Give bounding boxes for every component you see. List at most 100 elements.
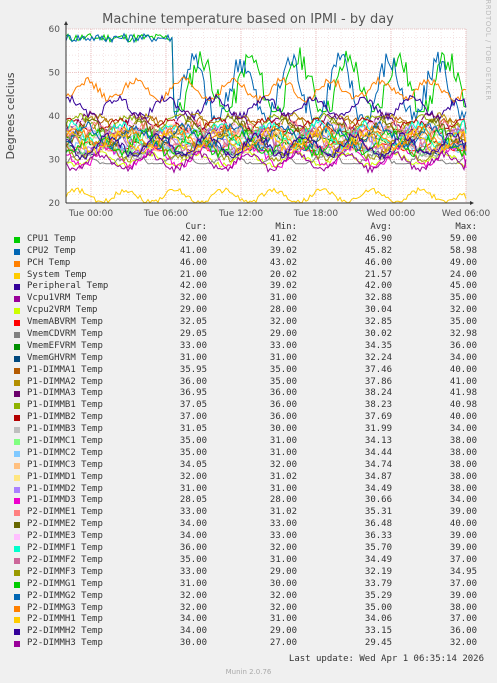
legend-max-value: 38.00 <box>449 436 477 447</box>
legend-swatch <box>14 272 20 279</box>
legend-min-value: 32.00 <box>269 459 297 470</box>
legend-cur-value: 31.00 <box>179 483 207 494</box>
legend-min-value: 29.00 <box>269 626 297 637</box>
legend-series-name: P1-DIMMC2 Temp <box>27 447 103 458</box>
series-line <box>65 127 467 160</box>
legend-min-value: 36.00 <box>269 412 297 423</box>
legend-cur-value: 28.05 <box>179 495 207 506</box>
legend-series-name: P2-DIMME1 Temp <box>27 507 103 518</box>
legend-series-name: P2-DIMME2 Temp <box>27 519 103 530</box>
legend-swatch <box>14 462 20 469</box>
legend-swatch <box>14 569 20 576</box>
legend-row: CPU1 Temp 42.00 41.02 46.90 59.00 <box>12 234 488 246</box>
legend-series-name: Vcpu2VRM Temp <box>27 305 98 316</box>
legend-max-value: 36.00 <box>449 340 477 351</box>
legend-avg-value: 35.00 <box>364 602 392 613</box>
legend-avg-value: 34.35 <box>364 340 392 351</box>
legend-avg-value: 29.45 <box>364 638 392 649</box>
legend-swatch <box>14 617 20 624</box>
legend-series-name: P2-DIMMG1 Temp <box>27 578 103 589</box>
legend-avg-value: 34.87 <box>364 471 392 482</box>
legend-max-value: 32.98 <box>449 329 477 340</box>
legend-avg-value: 42.00 <box>364 281 392 292</box>
legend-cur-value: 37.05 <box>179 400 207 411</box>
y-tick-label: 30 <box>49 156 61 166</box>
legend-header: Cur: Min: Avg: Max: <box>12 222 488 234</box>
legend-max-value: 37.00 <box>449 554 477 565</box>
legend-min-value: 28.00 <box>269 305 297 316</box>
legend-cur-value: 36.00 <box>179 543 207 554</box>
legend-row: Vcpu1VRM Temp 32.00 31.00 32.88 35.00 <box>12 293 488 305</box>
legend-series-name: P1-DIMMB1 Temp <box>27 400 103 411</box>
series-line <box>65 75 467 104</box>
legend-min-value: 35.00 <box>269 376 297 387</box>
legend-row: VmemABVRM Temp 32.05 32.00 32.85 35.00 <box>12 317 488 329</box>
legend-cur-value: 34.05 <box>179 459 207 470</box>
legend-swatch <box>14 332 20 339</box>
legend-max-value: 34.95 <box>449 566 477 577</box>
rrdtool-credit: RRDTOOL / TOBI OETIKER <box>484 0 492 101</box>
legend-avg-value: 37.86 <box>364 376 392 387</box>
legend-row: P2-DIMMF2 Temp 35.00 31.00 34.49 37.00 <box>12 555 488 567</box>
legend-series-name: P2-DIMMG2 Temp <box>27 590 103 601</box>
y-tick-label: 20 <box>49 199 61 209</box>
legend-swatch <box>14 439 20 446</box>
legend-series-name: CPU2 Temp <box>27 245 76 256</box>
legend-swatch <box>14 379 20 386</box>
legend-row: P2-DIMMG2 Temp 32.00 32.00 35.29 39.00 <box>12 591 488 603</box>
legend-avg-value: 33.79 <box>364 578 392 589</box>
legend-max-value: 37.00 <box>449 614 477 625</box>
legend-min-value: 20.02 <box>269 269 297 280</box>
legend-min-value: 29.00 <box>269 329 297 340</box>
legend-swatch <box>14 367 20 374</box>
legend-min-value: 31.00 <box>269 614 297 625</box>
legend-swatch <box>14 557 20 564</box>
legend-min-value: 32.00 <box>269 602 297 613</box>
legend-series-name: P1-DIMMB2 Temp <box>27 412 103 423</box>
legend-cur-value: 31.00 <box>179 578 207 589</box>
legend-avg-value: 32.19 <box>364 566 392 577</box>
legend-series-name: VmemABVRM Temp <box>27 317 103 328</box>
legend-avg-value: 30.66 <box>364 495 392 506</box>
legend-cur-value: 33.00 <box>179 340 207 351</box>
legend-row: Peripheral Temp 42.00 39.02 42.00 45.00 <box>12 281 488 293</box>
legend-row: VmemEFVRM Temp 33.00 33.00 34.35 36.00 <box>12 341 488 353</box>
legend-swatch <box>14 427 20 434</box>
legend-avg-value: 35.70 <box>364 543 392 554</box>
legend-row: VmemCDVRM Temp 29.05 29.00 30.02 32.98 <box>12 329 488 341</box>
legend-cur-value: 32.05 <box>179 317 207 328</box>
legend-series-name: P1-DIMMD1 Temp <box>27 471 103 482</box>
legend-avg-value: 32.88 <box>364 293 392 304</box>
legend-series-name: P1-DIMMA3 Temp <box>27 388 103 399</box>
legend-max-value: 24.00 <box>449 269 477 280</box>
legend-series-name: P2-DIMMF3 Temp <box>27 566 103 577</box>
legend-min-value: 32.00 <box>269 543 297 554</box>
legend-row: P1-DIMMC1 Temp 35.00 31.00 34.13 38.00 <box>12 436 488 448</box>
x-tick-label: Tue 06:00 <box>143 209 188 219</box>
legend-avg-value: 36.33 <box>364 531 392 542</box>
legend-swatch <box>14 248 20 255</box>
legend-swatch <box>14 593 20 600</box>
legend-avg-value: 38.24 <box>364 388 392 399</box>
legend-cur-value: 46.00 <box>179 257 207 268</box>
legend-swatch <box>14 260 20 267</box>
legend-min-value: 31.00 <box>269 483 297 494</box>
legend-series-name: P2-DIMMH1 Temp <box>27 614 103 625</box>
legend-cur-value: 34.00 <box>179 626 207 637</box>
legend-row: P1-DIMMB1 Temp 37.05 36.00 38.23 40.98 <box>12 400 488 412</box>
legend-avg-value: 36.48 <box>364 519 392 530</box>
legend-row: P2-DIMMF3 Temp 33.00 29.00 32.19 34.95 <box>12 567 488 579</box>
legend-swatch <box>14 534 20 541</box>
legend-max-value: 38.00 <box>449 483 477 494</box>
legend-cur-value: 42.00 <box>179 233 207 244</box>
legend-row: P1-DIMMD3 Temp 28.05 28.00 30.66 34.00 <box>12 495 488 507</box>
legend-row: P1-DIMMA1 Temp 35.95 35.00 37.46 40.00 <box>12 365 488 377</box>
legend-max-value: 37.00 <box>449 578 477 589</box>
legend-cur-value: 32.00 <box>179 590 207 601</box>
legend-row: P2-DIMMH1 Temp 34.00 31.00 34.06 37.00 <box>12 614 488 626</box>
legend-row: P1-DIMMA3 Temp 36.95 36.00 38.24 41.98 <box>12 388 488 400</box>
legend-min-value: 31.00 <box>269 352 297 363</box>
y-tick-label: 50 <box>49 69 61 79</box>
legend-min-value: 31.00 <box>269 436 297 447</box>
series-line <box>65 32 467 123</box>
